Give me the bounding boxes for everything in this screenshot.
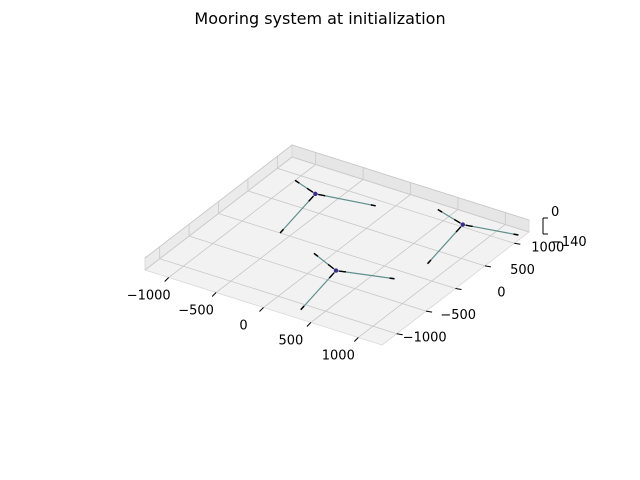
- anchor-marker: [389, 277, 395, 280]
- chart-title: Mooring system at initialization: [194, 9, 445, 28]
- fairlead-segment: [327, 263, 335, 270]
- y-tick-mark: [426, 310, 433, 313]
- anchor-marker: [313, 252, 319, 257]
- z-tick-label: −140: [551, 235, 587, 250]
- fairlead-segment: [306, 187, 314, 193]
- fairlead-segment: [328, 272, 335, 279]
- z-gridline: [144, 144, 530, 259]
- y-tick-label: −500: [440, 308, 476, 323]
- fairlead-segment: [455, 226, 462, 233]
- x-tick-mark: [259, 307, 264, 312]
- platform-point: [333, 268, 339, 273]
- fairlead-segment: [318, 193, 326, 197]
- fairlead-segment: [338, 270, 347, 273]
- y-tick-label: −1000: [403, 331, 447, 346]
- y-tick-mark: [396, 333, 403, 336]
- x-tick-label: 1000: [322, 349, 355, 364]
- y-tick-label: 0: [497, 286, 505, 301]
- anchor-marker: [426, 259, 432, 265]
- fairlead-segment: [453, 218, 461, 224]
- mooring-line: [315, 193, 376, 207]
- x-tick-mark: [306, 322, 312, 327]
- anchor-marker: [279, 228, 285, 234]
- x-tick-label: −1000: [127, 289, 171, 304]
- anchor-marker: [300, 305, 305, 311]
- x-tick-mark: [353, 337, 359, 342]
- y-tick-mark: [514, 242, 521, 245]
- x-tick-mark: [164, 277, 170, 282]
- fairlead-segment: [465, 224, 473, 228]
- platform-point: [313, 191, 318, 197]
- platform-point: [460, 222, 466, 227]
- z-tick-label: 0: [551, 205, 559, 220]
- y-tick-label: 1000: [531, 240, 564, 255]
- fairlead-segment: [308, 195, 314, 202]
- anchor-marker: [437, 208, 443, 213]
- z-gridline: [144, 156, 530, 271]
- anchor-marker: [370, 204, 376, 207]
- anchor-marker: [513, 233, 519, 236]
- axes-grid: [144, 144, 530, 338]
- mooring-lines: [279, 179, 519, 311]
- x-tick-label: 500: [278, 334, 303, 349]
- x-tick-label: −500: [178, 304, 214, 319]
- y-tick-label: 500: [510, 263, 535, 278]
- x-tick-mark: [211, 292, 217, 297]
- y-tick-mark: [455, 288, 462, 290]
- x-tick-label: 0: [239, 319, 247, 334]
- y-tick-mark: [484, 265, 491, 268]
- anchor-marker: [294, 179, 300, 184]
